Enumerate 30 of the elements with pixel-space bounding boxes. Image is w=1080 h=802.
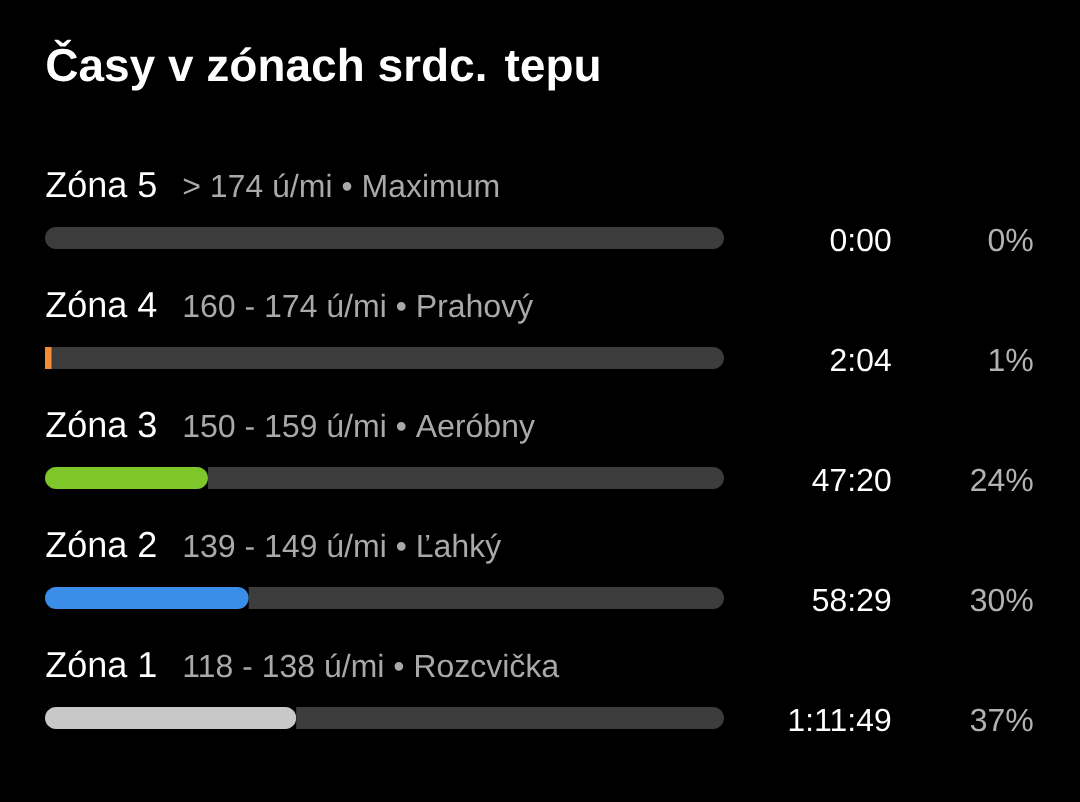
annotation: 139 - 149 ú/mi • Ľahký [184, 533, 502, 564]
annotation: 160 - 174 ú/mi • Prahový [184, 293, 534, 324]
bar [45, 587, 249, 610]
y-tick-label: Zóna 4 [46, 290, 157, 318]
y-tick-label: Zóna 1 [46, 650, 156, 678]
bar [248, 587, 725, 610]
data-label: 0% [988, 228, 1033, 252]
text: 2:04 [831, 348, 891, 372]
bar [45, 467, 208, 490]
annotation: 118 - 138 ú/mi • Rozcvička [184, 653, 560, 678]
bar [45, 227, 725, 249]
text: 1:11:49 [789, 708, 891, 732]
y-tick-label: Zóna 3 [46, 410, 156, 438]
bar [207, 467, 725, 490]
chart-title: Časy v zónach srdc. tepu [47, 39, 599, 91]
data-label: 24% [971, 468, 1033, 492]
annotation: 150 - 159 ú/mi • Aeróbny [184, 413, 535, 444]
bar [45, 707, 297, 730]
bar [51, 347, 725, 369]
y-tick-label: Zóna 5 [46, 170, 156, 198]
text: 58:29 [812, 588, 891, 612]
bar [296, 707, 725, 730]
data-label: 1% [989, 348, 1033, 372]
data-label: 37% [970, 708, 1033, 732]
bar [45, 347, 52, 369]
text: 47:20 [812, 468, 891, 492]
text: 0:00 [830, 228, 891, 252]
annotation: > 174 ú/mi • Maximum [183, 173, 499, 198]
y-tick-label: Zóna 2 [46, 530, 156, 558]
data-label: 30% [970, 588, 1033, 612]
